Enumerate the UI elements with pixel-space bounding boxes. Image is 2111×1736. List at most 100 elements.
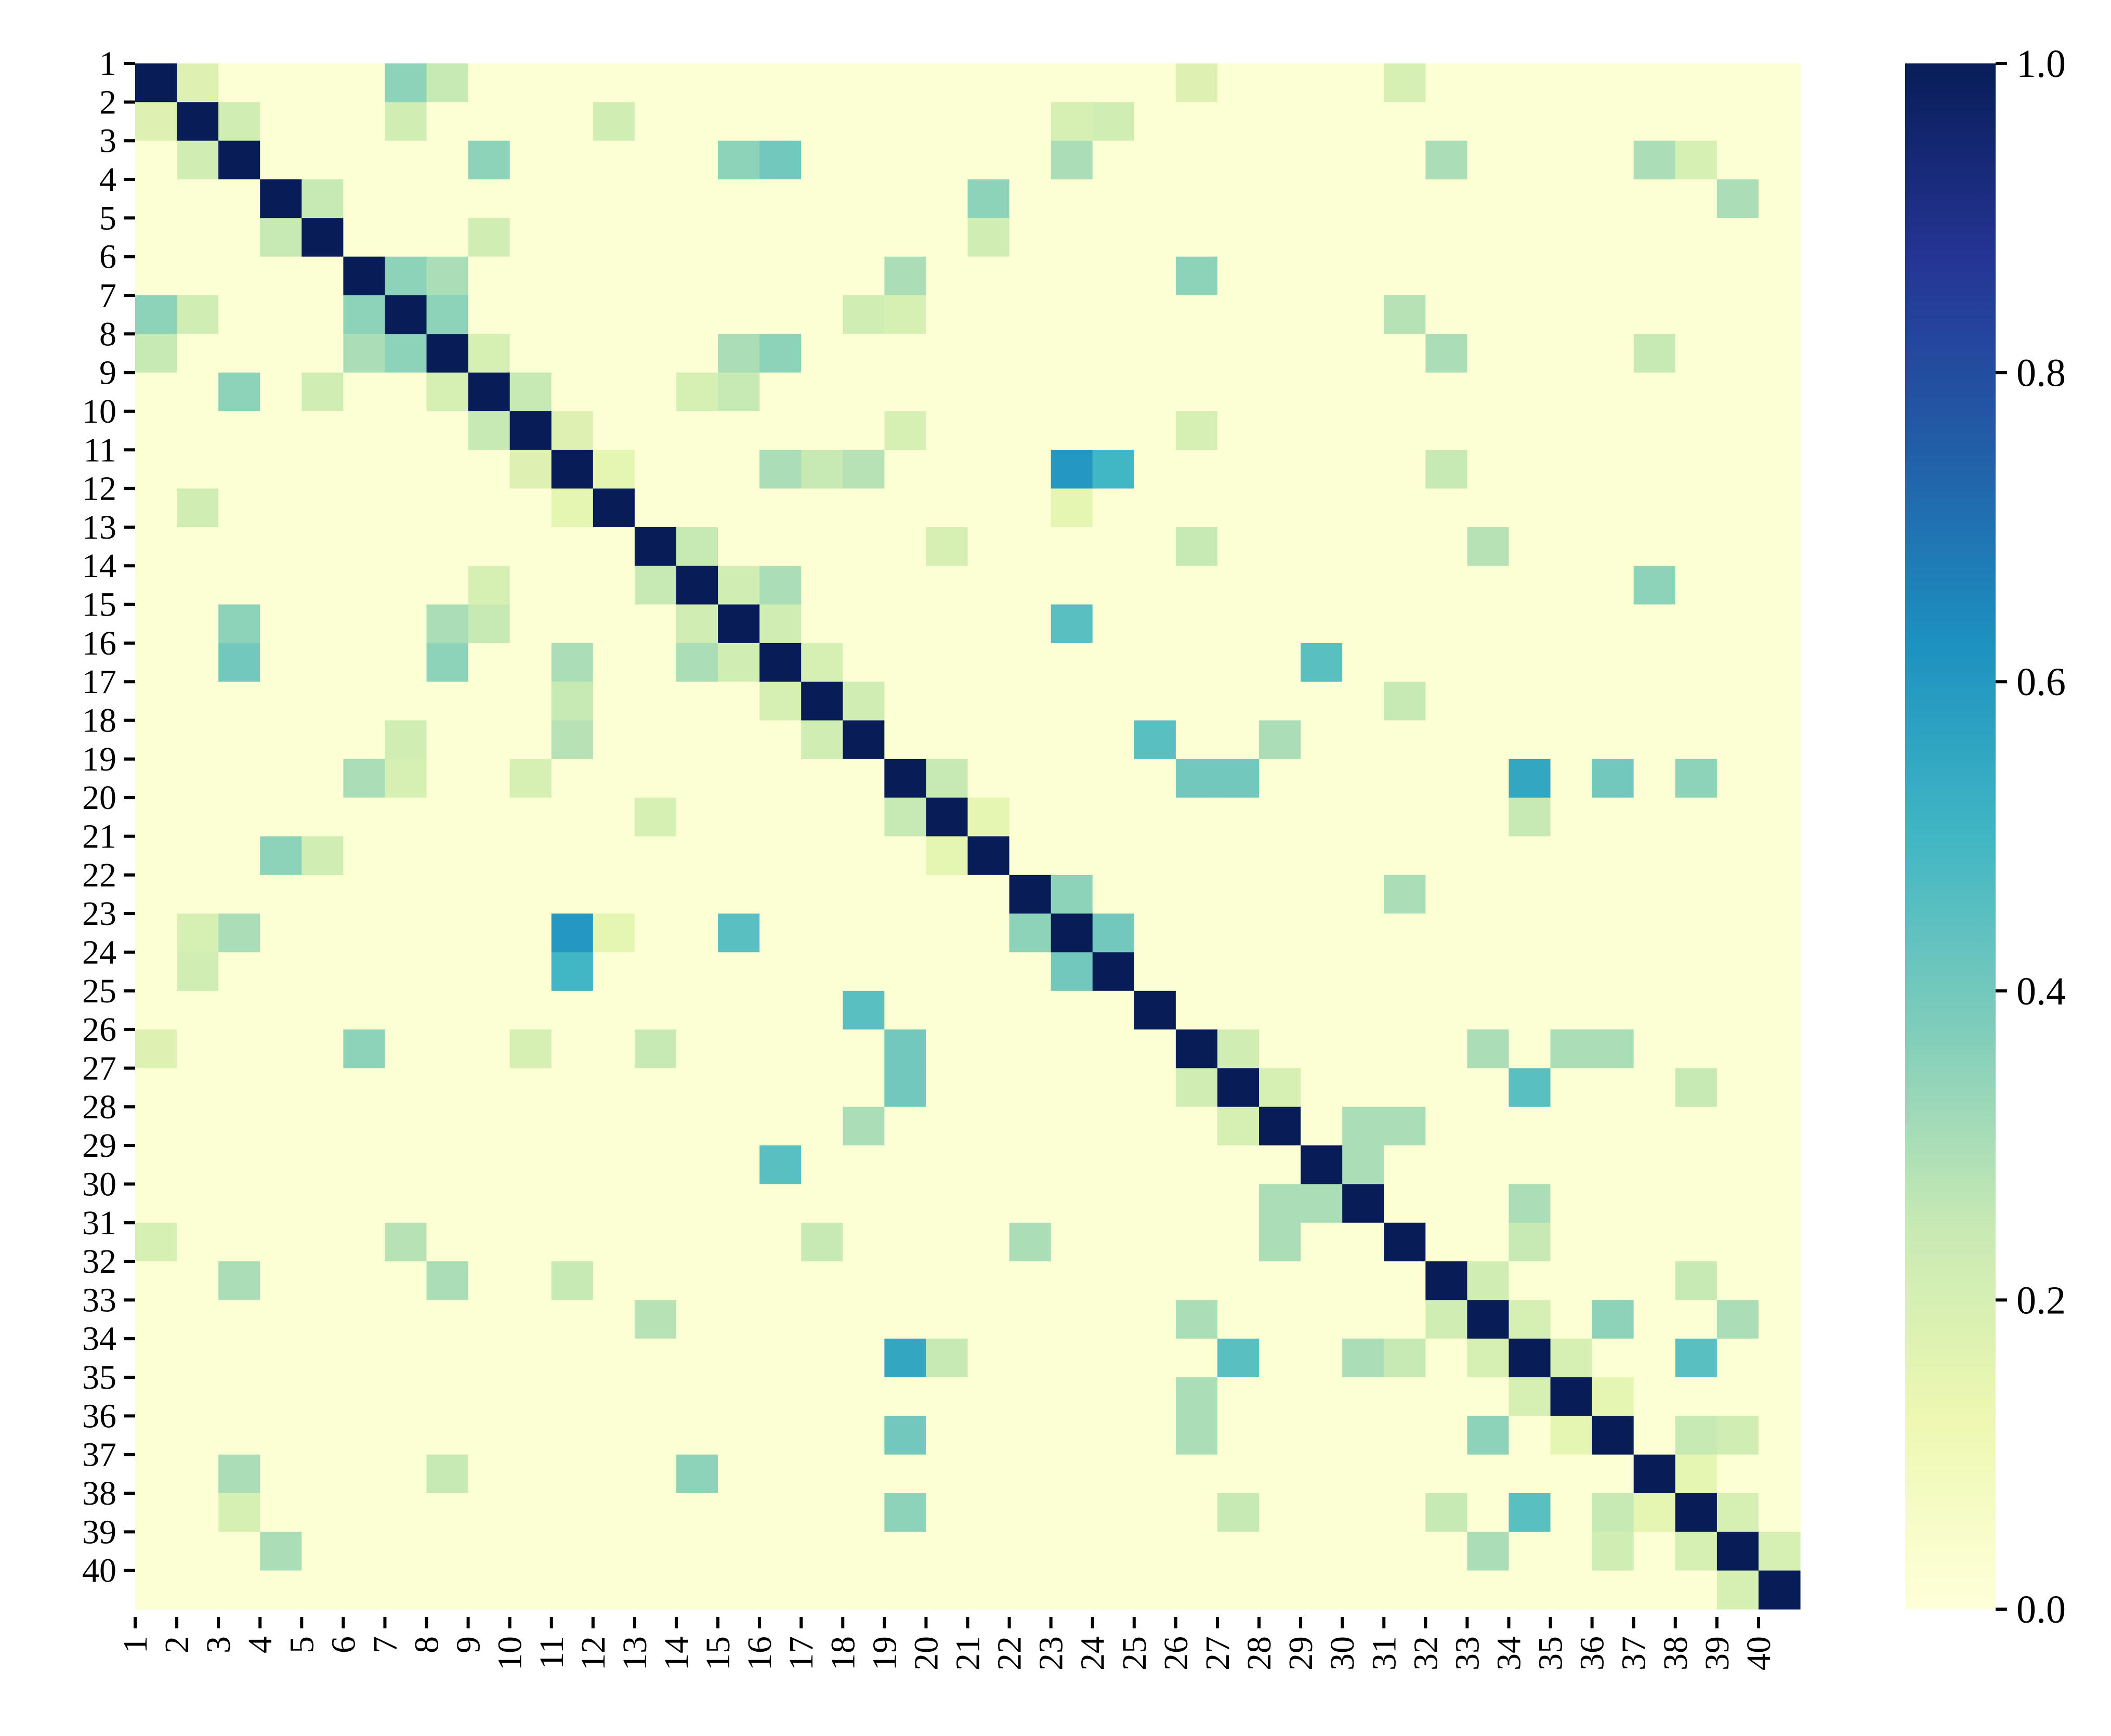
heatmap-cell [1134, 372, 1176, 412]
heatmap-cell [551, 798, 594, 837]
heatmap-cell [1301, 990, 1343, 1030]
heatmap-cell [385, 1416, 427, 1455]
heatmap-cell [426, 140, 469, 180]
heatmap-cell [1509, 450, 1551, 489]
heatmap-cell [801, 643, 843, 682]
heatmap-cell [1675, 1300, 1717, 1339]
heatmap-cell [1134, 1068, 1176, 1107]
heatmap-cell [343, 913, 386, 953]
heatmap-cell [1550, 798, 1593, 837]
heatmap-cell [1134, 1300, 1176, 1339]
heatmap-cell [426, 411, 469, 450]
heatmap-cell [1301, 1261, 1343, 1300]
heatmap-cell [1051, 1261, 1093, 1300]
heatmap-cell [1425, 411, 1467, 450]
heatmap-cell [676, 1145, 718, 1185]
heatmap-cell [801, 1300, 843, 1339]
heatmap-cell [1134, 1532, 1176, 1571]
heatmap-cell [1175, 720, 1218, 760]
heatmap-cell [135, 1300, 177, 1339]
heatmap-cell [1051, 1454, 1093, 1494]
heatmap-cell [385, 179, 427, 218]
heatmap-cell [426, 488, 469, 528]
heatmap-cell [1509, 990, 1551, 1030]
heatmap-cell [260, 720, 302, 760]
heatmap-cell [1217, 1532, 1260, 1571]
heatmap-cell [1425, 256, 1467, 296]
heatmap-cell [426, 1570, 469, 1610]
heatmap-cell [1092, 218, 1135, 257]
heatmap-cell [884, 488, 927, 528]
heatmap-cell [718, 334, 760, 373]
heatmap-cell [884, 1145, 927, 1185]
heatmap-cell [1134, 295, 1176, 334]
heatmap-cell [843, 759, 885, 798]
heatmap-cell [1550, 450, 1593, 489]
y-tick-label: 1 [99, 45, 116, 83]
heatmap-cell [801, 952, 843, 991]
heatmap-cell [1716, 372, 1759, 412]
heatmap-cell [1217, 566, 1260, 605]
heatmap-cell [551, 140, 594, 180]
heatmap-cell [1592, 1106, 1634, 1146]
heatmap-cell [843, 1377, 885, 1416]
heatmap-cell [509, 179, 552, 218]
heatmap-cell [1051, 372, 1093, 412]
heatmap-cell [1384, 1222, 1426, 1262]
heatmap-cell [218, 1145, 260, 1185]
heatmap-cell [468, 488, 510, 528]
heatmap-cell [260, 372, 302, 412]
heatmap-cell [301, 1570, 344, 1610]
heatmap-cell [551, 1222, 594, 1262]
heatmap-cell [1592, 1416, 1634, 1455]
heatmap-cell [1384, 256, 1426, 296]
heatmap-cell [468, 218, 510, 257]
heatmap-cell [1467, 411, 1510, 450]
heatmap-cell [468, 179, 510, 218]
heatmap-cell [218, 952, 260, 991]
heatmap-cell [759, 450, 802, 489]
x-axis: 1 2 3 4 5 6 7 8 9 10 11 12 13 14 15 16 17 18 19 20 21 22 23 24 2… [116, 1617, 1778, 1670]
heatmap-cell [1134, 1416, 1176, 1455]
heatmap-cell [343, 604, 386, 644]
heatmap-cell [1509, 488, 1551, 528]
heatmap-cell [1301, 527, 1343, 566]
heatmap-cell [260, 1416, 302, 1455]
heatmap-cell [1175, 140, 1218, 180]
heatmap-cell [1633, 913, 1676, 953]
heatmap-cell [551, 682, 594, 721]
y-tick-label: 4 [99, 161, 116, 199]
heatmap-cell [801, 1338, 843, 1378]
heatmap-cell [1675, 643, 1717, 682]
heatmap-cell [1134, 1261, 1176, 1300]
heatmap-cell [843, 63, 885, 102]
heatmap-cell [1467, 488, 1510, 528]
heatmap-cell [509, 256, 552, 296]
heatmap-cell [1675, 1106, 1717, 1146]
heatmap-cell [676, 1570, 718, 1610]
heatmap-cell [676, 450, 718, 489]
heatmap-cell [718, 952, 760, 991]
heatmap-cell [343, 1029, 386, 1069]
x-tick-label: 13 [616, 1636, 654, 1670]
heatmap-cell [343, 836, 386, 876]
heatmap-cell [468, 450, 510, 489]
heatmap-cell [1467, 952, 1510, 991]
heatmap-cell [676, 1261, 718, 1300]
heatmap-cell [1384, 1570, 1426, 1610]
heatmap-cell [343, 1570, 386, 1610]
heatmap-cell [1633, 295, 1676, 334]
heatmap-cell [759, 836, 802, 876]
heatmap-cell [343, 295, 386, 334]
heatmap-cell [1301, 179, 1343, 218]
heatmap-cell [260, 1532, 302, 1571]
heatmap-cell [926, 63, 968, 102]
heatmap-cell [843, 604, 885, 644]
heatmap-cell [1509, 759, 1551, 798]
heatmap-cell [1509, 1454, 1551, 1494]
heatmap-cell [1425, 1261, 1467, 1300]
heatmap-cell [301, 102, 344, 141]
heatmap-cell [843, 1068, 885, 1107]
heatmap-cell [676, 566, 718, 605]
heatmap-cell [1592, 1184, 1634, 1223]
